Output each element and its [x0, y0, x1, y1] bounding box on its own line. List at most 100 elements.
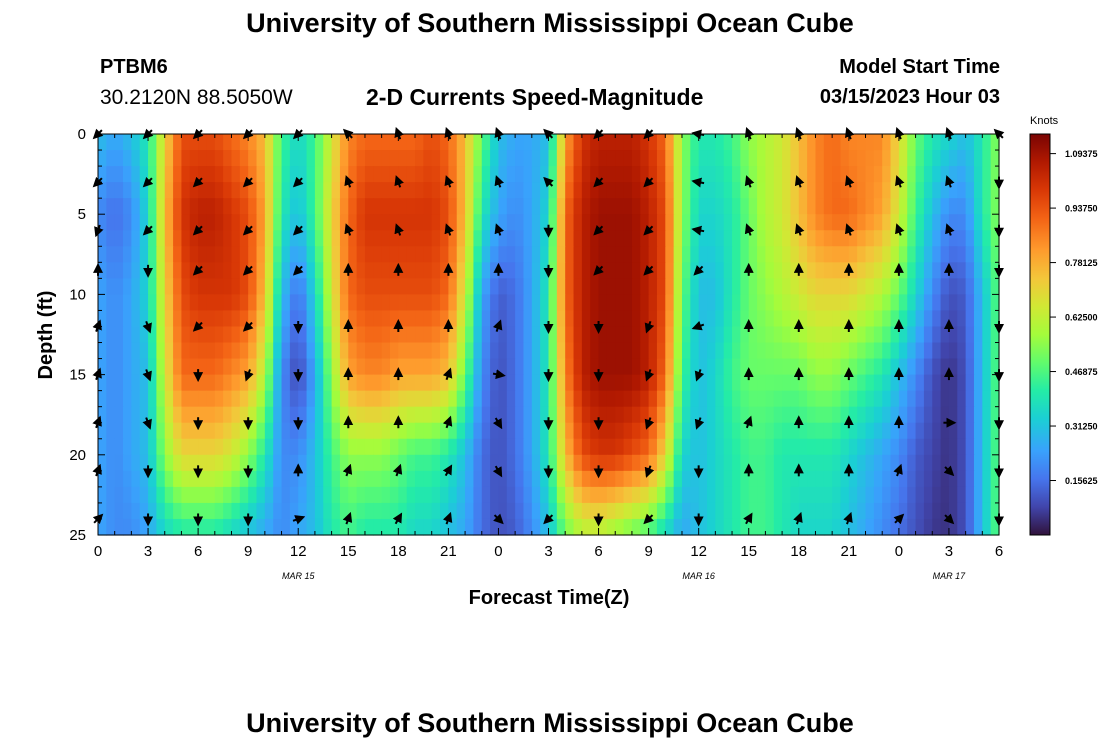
heatmap-cell	[965, 470, 975, 488]
heatmap-cell	[306, 198, 316, 215]
heatmap-cell	[298, 134, 308, 151]
heatmap-cell	[548, 214, 558, 231]
heatmap-cell	[156, 150, 166, 167]
heatmap-cell	[490, 342, 500, 360]
heatmap-cell	[923, 342, 933, 360]
heatmap-cell	[982, 390, 992, 408]
heatmap-cell	[698, 182, 708, 199]
heatmap-cell	[364, 310, 374, 328]
heatmap-cell	[898, 342, 908, 360]
heatmap-cell	[631, 310, 641, 328]
heatmap-cell	[648, 518, 658, 536]
heatmap-cell	[948, 470, 958, 488]
heatmap-cell	[148, 470, 157, 488]
heatmap-cell	[473, 358, 483, 376]
heatmap-cell	[273, 518, 283, 536]
heatmap-cell	[606, 342, 616, 360]
heatmap-cell	[156, 438, 166, 456]
heatmap-cell	[590, 502, 600, 520]
heatmap-cell	[223, 246, 233, 263]
heatmap-cell	[673, 438, 683, 456]
heatmap-cell	[865, 470, 875, 488]
heatmap-cell	[98, 406, 107, 424]
heatmap-cell	[606, 470, 616, 488]
heatmap-cell	[448, 342, 458, 360]
heatmap-cell	[765, 390, 775, 408]
heatmap-cell	[907, 358, 917, 376]
heatmap-cell	[890, 310, 900, 328]
heatmap-cell	[865, 166, 875, 183]
heatmap-cell	[565, 390, 575, 408]
heatmap-cell	[356, 294, 366, 312]
current-arrow	[192, 265, 204, 276]
heatmap-cell	[681, 454, 691, 472]
heatmap-cell	[173, 150, 183, 167]
heatmap-cell	[248, 230, 258, 247]
heatmap-cell	[248, 246, 258, 263]
heatmap-cell	[481, 390, 491, 408]
heatmap-cell	[948, 278, 958, 295]
current-arrow	[593, 224, 604, 236]
heatmap-cell	[373, 486, 383, 504]
heatmap-cell	[481, 358, 491, 376]
heatmap-cell	[748, 310, 758, 328]
heatmap-cell	[798, 262, 808, 279]
heatmap-cell	[189, 278, 199, 295]
heatmap-cell	[398, 246, 408, 263]
heatmap-cell	[715, 422, 725, 440]
heatmap-cell	[857, 214, 867, 231]
heatmap-cell	[214, 262, 224, 279]
heatmap-cell	[815, 294, 825, 312]
y-tick-label: 0	[78, 126, 86, 143]
heatmap-cell	[590, 278, 600, 295]
heatmap-cell	[314, 390, 324, 408]
heatmap-cell	[231, 150, 241, 167]
heatmap-cell	[873, 518, 883, 536]
heatmap-cell	[540, 230, 550, 247]
heatmap-cell	[148, 326, 157, 344]
heatmap-cell	[548, 294, 558, 312]
heatmap-cell	[515, 406, 525, 424]
heatmap-cell	[456, 518, 466, 536]
heatmap-cell	[623, 262, 633, 279]
heatmap-cell	[615, 422, 625, 440]
heatmap-cell	[314, 438, 324, 456]
heatmap-cell	[273, 422, 283, 440]
heatmap-cell	[723, 326, 733, 344]
heatmap-cell	[581, 518, 591, 536]
heatmap-cell	[982, 230, 992, 247]
heatmap-cell	[389, 198, 399, 215]
heatmap-cell	[723, 278, 733, 295]
heatmap-cell	[356, 438, 366, 456]
heatmap-cell	[198, 486, 208, 504]
heatmap-cell	[264, 182, 274, 199]
heatmap-cell	[206, 246, 216, 263]
heatmap-cell	[923, 294, 933, 312]
heatmap-cell	[823, 406, 833, 424]
heatmap-cell	[540, 454, 550, 472]
heatmap-cell	[673, 502, 683, 520]
page-title: University of Southern Mississippi Ocean…	[246, 8, 854, 38]
heatmap-cell	[490, 246, 500, 263]
heatmap-cell	[798, 374, 808, 392]
heatmap-cell	[239, 502, 249, 520]
heatmap-cell	[456, 454, 466, 472]
heatmap-cell	[156, 182, 166, 199]
heatmap-cell	[690, 358, 700, 376]
heatmap-cell	[214, 486, 224, 504]
heatmap-cell	[389, 246, 399, 263]
heatmap-cell	[289, 406, 299, 424]
heatmap-cell	[832, 326, 842, 344]
y-tick-label: 5	[78, 206, 86, 223]
heatmap-cell	[523, 262, 533, 279]
heatmap-cell	[673, 198, 683, 215]
heatmap-cell	[298, 294, 308, 312]
heatmap-cell	[281, 374, 291, 392]
heatmap-cell	[973, 326, 983, 344]
heatmap-cell	[715, 358, 725, 376]
heatmap-cell	[857, 358, 867, 376]
heatmap-cell	[506, 294, 516, 312]
heatmap-cell	[223, 422, 233, 440]
heatmap-cell	[973, 374, 983, 392]
heatmap-cell	[223, 486, 233, 504]
